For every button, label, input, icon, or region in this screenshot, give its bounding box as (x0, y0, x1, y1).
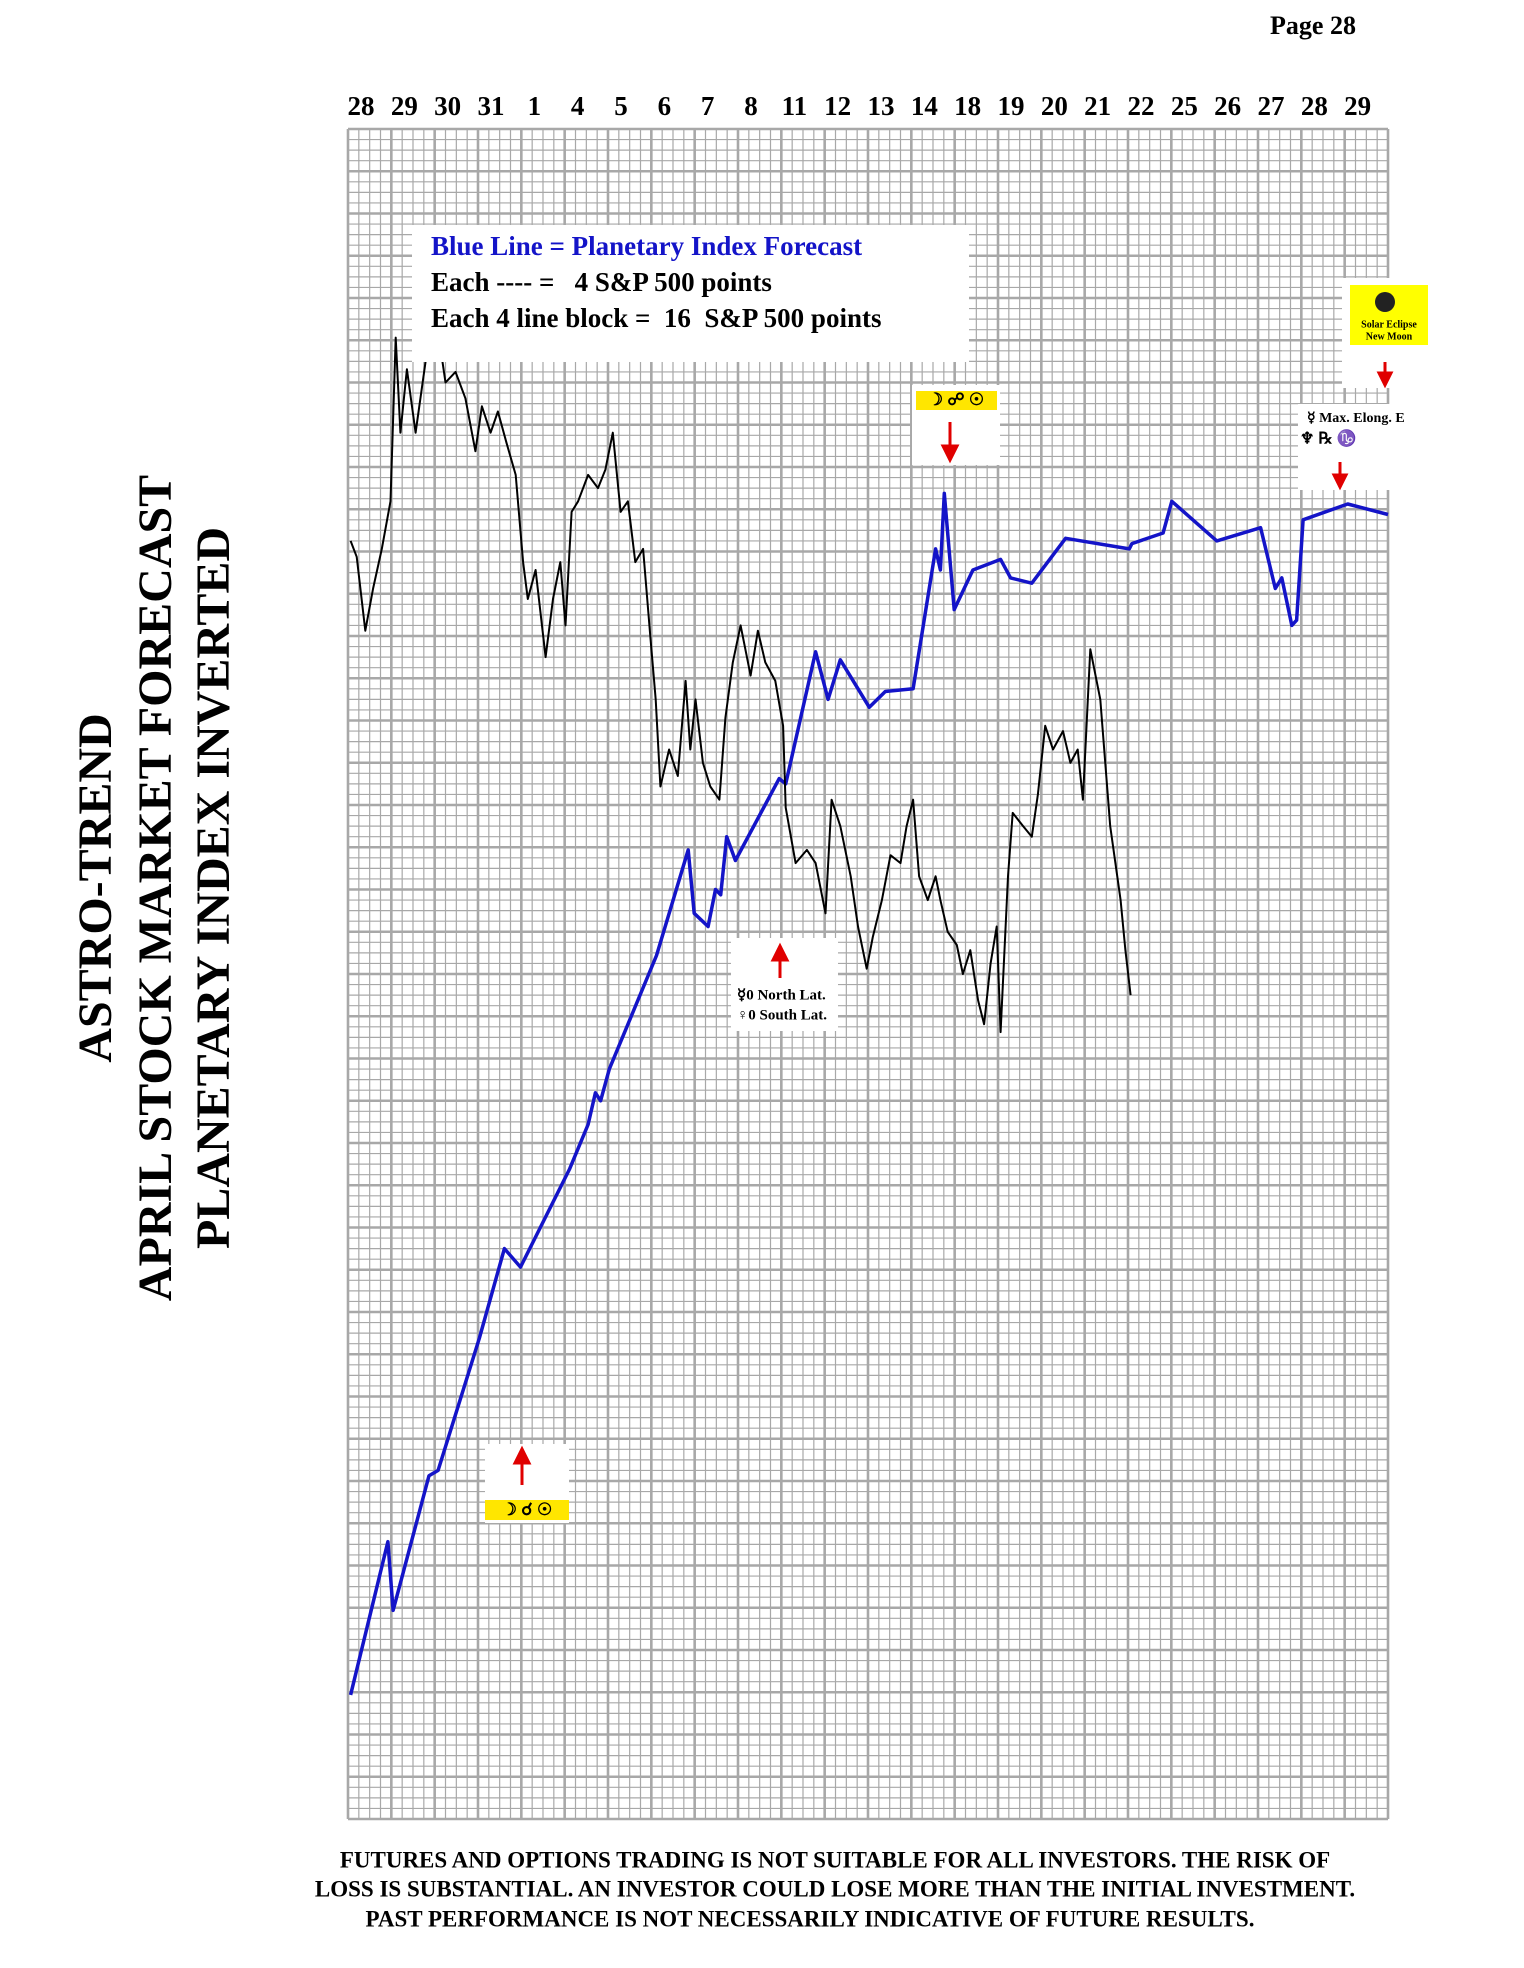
x-tick-label: 21 (1084, 91, 1111, 121)
x-tick-label: 14 (911, 91, 938, 121)
forecast-line (348, 491, 1389, 1696)
x-tick-label: 11 (782, 91, 808, 121)
x-tick-label: 27 (1258, 91, 1285, 121)
x-tick-label: 29 (391, 91, 418, 121)
x-tick-label: 19 (998, 91, 1025, 121)
x-tick-label: 26 (1214, 91, 1241, 121)
x-tick-label: 7 (701, 91, 715, 121)
annotation-highlight (485, 1500, 569, 1520)
legend-text: Each 4 line block = 16 S&P 500 points (431, 303, 881, 333)
chart-title: ASTRO-TREND (69, 713, 122, 1062)
legend-text: Blue Line = Planetary Index Forecast (431, 231, 862, 261)
annotation-box (1298, 404, 1413, 490)
annotation: ☿0 North Lat. (737, 987, 826, 1003)
x-tick-label: 28 (1301, 91, 1328, 121)
x-tick-label: 29 (1344, 91, 1371, 121)
arrow (1376, 362, 1394, 389)
x-tick-label: 13 (868, 91, 895, 121)
chart-title: PLANETARY INDEX INVERTED (187, 527, 240, 1249)
x-tick-label: 22 (1128, 91, 1155, 121)
legend-text: Each ---- = 4 S&P 500 points (431, 267, 772, 297)
arrow (1331, 462, 1349, 491)
x-tick-label: 1 (528, 91, 542, 121)
annotation-highlight (916, 391, 997, 410)
arrow (512, 1445, 532, 1485)
x-tick-label: 28 (348, 91, 375, 121)
x-tick-label: 12 (824, 91, 851, 121)
x-tick-label: 18 (954, 91, 981, 121)
x-tick-label: 6 (658, 91, 672, 121)
legend-box (412, 225, 969, 362)
disclaimer: LOSS IS SUBSTANTIAL. AN INVESTOR COULD L… (315, 1876, 1355, 1901)
sun-icon (1375, 292, 1395, 312)
page-number: Page 28 (1270, 11, 1356, 40)
x-tick-label: 30 (434, 91, 461, 121)
annotation: ☿ Max. Elong. E (1307, 411, 1405, 426)
annotation: ♆ ℞ ♑ (1300, 429, 1357, 448)
annotation: ☽ ☌ ☉ (502, 1500, 552, 1519)
annotation: ♀0 South Lat. (737, 1007, 827, 1023)
disclaimer: FUTURES AND OPTIONS TRADING IS NOT SUITA… (340, 1847, 1330, 1872)
x-tick-label: 5 (614, 91, 628, 121)
x-tick-label: 20 (1041, 91, 1068, 121)
annotation: ☽ ☍ ☉ (928, 390, 984, 409)
grid (346, 127, 1390, 1821)
x-tick-label: 31 (478, 91, 505, 121)
arrow (770, 942, 790, 978)
annotation: Solar Eclipse (1361, 319, 1417, 330)
disclaimer: PAST PERFORMANCE IS NOT NECESSARILY INDI… (366, 1906, 1255, 1931)
chart-title: APRIL STOCK MARKET FORECAST (129, 475, 182, 1301)
market-line (349, 312, 1132, 1034)
annotation: New Moon (1366, 331, 1413, 342)
x-tick-label: 8 (744, 91, 758, 121)
x-tick-label: 4 (571, 91, 585, 121)
arrow (940, 422, 960, 464)
x-tick-label: 25 (1171, 91, 1198, 121)
